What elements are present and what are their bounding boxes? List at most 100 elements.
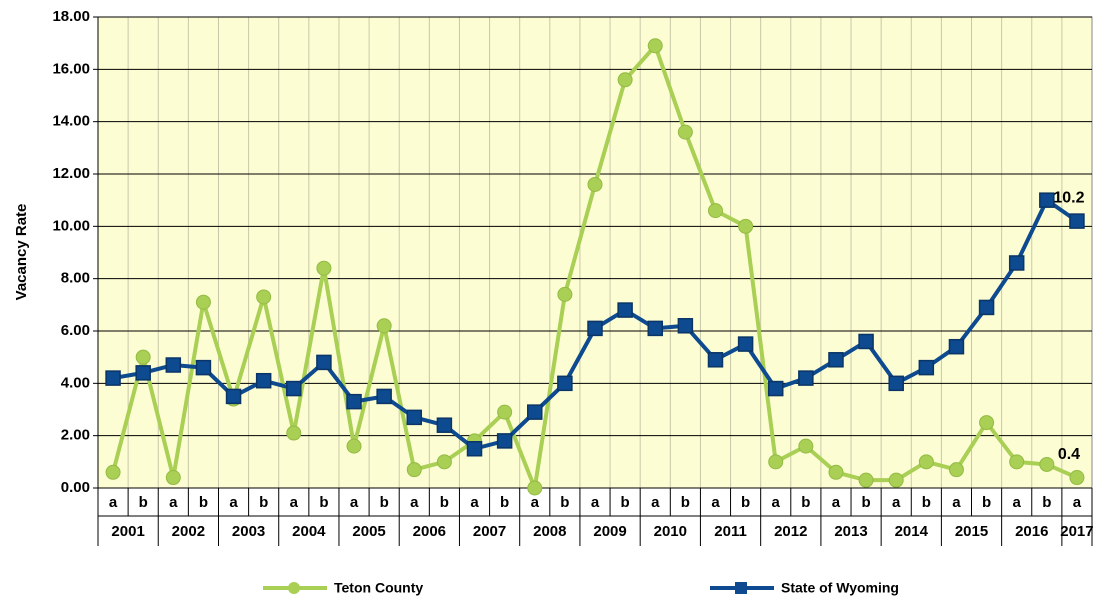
- y-tick-label: 8.00: [61, 270, 90, 287]
- x-tick-label: a: [169, 494, 178, 511]
- y-tick-label: 16.00: [52, 60, 90, 77]
- data-point: [286, 425, 302, 441]
- x-tick-label: b: [259, 494, 268, 511]
- data-point: [858, 472, 874, 488]
- data-point: [767, 380, 784, 397]
- year-label: 2009: [593, 523, 626, 540]
- x-tick-label: a: [952, 494, 961, 511]
- legend-label: State of Wyoming: [781, 580, 899, 596]
- data-point: [888, 472, 904, 488]
- data-point: [165, 470, 181, 486]
- x-tick-label: b: [440, 494, 449, 511]
- data-point: [135, 365, 151, 381]
- x-tick-label: a: [350, 494, 359, 511]
- data-point: [828, 352, 844, 368]
- x-tick-label: b: [801, 494, 810, 511]
- year-label: 2010: [654, 523, 687, 540]
- data-point: [376, 388, 392, 405]
- y-tick-label: 10.00: [52, 217, 90, 234]
- series: 10.2: [105, 189, 1085, 457]
- data-point: [737, 336, 754, 352]
- data-point: [707, 352, 724, 368]
- data-point: [1008, 255, 1025, 271]
- data-point: [557, 375, 573, 392]
- data-point: [105, 464, 121, 480]
- x-tick-label: b: [741, 494, 750, 511]
- year-label: 2017: [1060, 523, 1093, 540]
- data-point: [497, 404, 513, 420]
- x-tick-label: a: [410, 494, 419, 511]
- data-point: [195, 359, 212, 376]
- y-tick-label: 2.00: [61, 427, 90, 444]
- y-tick-label: 18.00: [52, 8, 90, 25]
- year-label: 2006: [413, 523, 446, 540]
- data-point: [948, 462, 964, 478]
- data-point: [617, 302, 633, 318]
- data-point: [1009, 454, 1025, 470]
- data-point: [105, 370, 121, 386]
- x-tick-label: a: [651, 494, 660, 511]
- x-tick-label: b: [500, 494, 509, 511]
- year-label: 2014: [895, 523, 929, 540]
- x-tick-label: a: [892, 494, 901, 511]
- data-point: [617, 72, 633, 88]
- year-label: 2012: [774, 523, 807, 540]
- x-tick-label: a: [772, 494, 781, 511]
- x-tick-label: b: [560, 494, 569, 511]
- legend-marker: [735, 582, 747, 594]
- x-tick-label: b: [982, 494, 991, 511]
- y-tick-label: 4.00: [61, 374, 90, 391]
- data-point: [316, 354, 332, 371]
- x-tick-label: b: [199, 494, 208, 511]
- data-label: 0.4: [1058, 446, 1080, 463]
- x-tick-label: b: [922, 494, 931, 511]
- x-tick-label: b: [1042, 494, 1051, 511]
- data-point: [677, 124, 693, 140]
- x-tick-label: b: [621, 494, 630, 511]
- x-tick-label: a: [229, 494, 238, 511]
- y-tick-label: 12.00: [52, 165, 90, 182]
- x-tick-label: a: [290, 494, 299, 511]
- x-tick-label: a: [1073, 494, 1082, 511]
- data-point: [466, 441, 483, 457]
- data-point: [527, 480, 543, 496]
- data-point: [527, 404, 543, 420]
- data-point: [165, 357, 182, 373]
- data-point: [406, 462, 422, 478]
- year-label: 2007: [473, 523, 506, 540]
- x-tick-label: b: [862, 494, 871, 511]
- data-point: [738, 218, 754, 234]
- year-label: 2008: [533, 523, 566, 540]
- data-point: [587, 320, 603, 337]
- x-tick-label: a: [109, 494, 118, 511]
- data-point: [587, 176, 603, 192]
- x-tick-label: b: [380, 494, 389, 511]
- y-tick-label: 14.00: [52, 113, 90, 130]
- data-point: [858, 333, 874, 350]
- data-point: [135, 349, 151, 365]
- data-point: [647, 38, 663, 54]
- data-point: [798, 438, 814, 454]
- data-point: [768, 454, 784, 470]
- plot-area: [97, 16, 1093, 489]
- data-point: [436, 417, 453, 433]
- y-tick-label: 0.00: [61, 479, 90, 496]
- x-tick-label: a: [711, 494, 720, 511]
- data-point: [1039, 456, 1055, 472]
- year-label: 2003: [232, 523, 265, 540]
- data-point: [406, 409, 423, 426]
- data-point: [828, 464, 844, 480]
- year-label: 2011: [714, 523, 747, 540]
- year-label: 2015: [955, 523, 988, 540]
- x-tick-label: b: [681, 494, 690, 511]
- year-label: 2004: [292, 523, 326, 540]
- y-tick-label: 6.00: [61, 322, 90, 339]
- year-label: 2016: [1015, 523, 1048, 540]
- x-tick-label: b: [139, 494, 148, 511]
- data-point: [918, 454, 934, 470]
- data-point: [346, 438, 362, 454]
- x-tick-label: b: [319, 494, 328, 511]
- data-point: [948, 338, 965, 355]
- data-point: [1039, 192, 1055, 208]
- data-point: [376, 318, 392, 334]
